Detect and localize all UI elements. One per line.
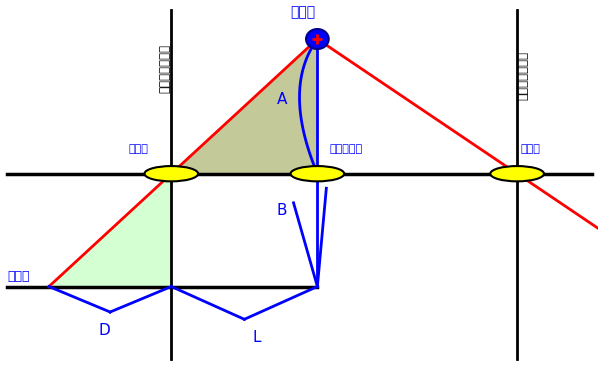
Text: A: A [276,92,287,107]
Ellipse shape [144,166,198,181]
Ellipse shape [291,166,344,181]
Polygon shape [49,174,171,287]
Text: 右カメラ中心軸: 右カメラ中心軸 [516,51,530,100]
Text: 左カメラ中心軸: 左カメラ中心軸 [159,44,172,93]
Text: L: L [252,330,261,345]
Text: 仮想レンズ: 仮想レンズ [329,144,362,154]
Text: レンズ: レンズ [520,144,540,154]
Text: 対象物: 対象物 [290,5,315,19]
Ellipse shape [306,29,329,49]
Polygon shape [171,39,317,174]
Text: 撑像面: 撑像面 [7,270,30,283]
Text: B: B [276,203,287,217]
Ellipse shape [491,166,544,181]
Text: レンズ: レンズ [129,144,149,154]
Text: D: D [98,323,110,338]
